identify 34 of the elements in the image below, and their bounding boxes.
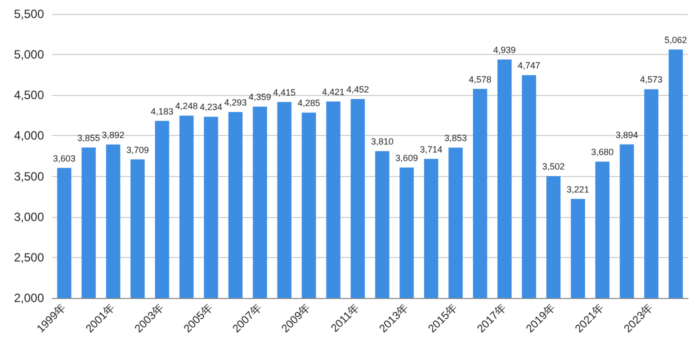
data-label: 4,578 [468,74,492,84]
data-label: 4,573 [640,74,663,85]
y-tick-label: 2,500 [14,250,44,264]
y-tick-label: 5,000 [14,48,44,62]
data-label: 3,502 [542,162,565,172]
data-label: 3,894 [616,130,638,140]
y-tick-label: 2,000 [14,291,44,305]
data-label: 3,810 [370,136,394,147]
data-label: 4,421 [322,87,345,98]
y-tick-label: 3,500 [14,169,44,184]
data-label: 4,248 [175,101,198,112]
data-label: 5,062 [664,35,688,46]
data-label: 3,892 [102,130,124,140]
y-tick-label: 4,000 [14,128,44,143]
data-label: 4,939 [493,45,516,56]
data-label: 3,855 [77,132,100,143]
data-label: 3,603 [52,153,76,164]
y-tick-label: 5,500 [14,7,44,21]
data-label: 4,415 [273,88,296,98]
y-tick-label: 4,500 [14,88,44,102]
data-label: 3,221 [566,184,590,194]
data-label: 4,452 [346,84,370,95]
data-label: 3,709 [126,144,149,155]
data-label: 3,853 [444,133,467,144]
data-label: 3,714 [420,144,442,154]
data-label: 4,234 [200,102,222,112]
data-label: 3,680 [591,147,614,158]
data-label: 4,747 [518,60,540,71]
y-tick-label: 3,000 [14,210,44,224]
data-label: 3,609 [395,152,418,163]
data-label: 4,359 [248,92,272,102]
data-label: 4,285 [298,98,320,108]
data-label: 4,183 [150,106,174,116]
data-label: 4,293 [224,97,247,108]
